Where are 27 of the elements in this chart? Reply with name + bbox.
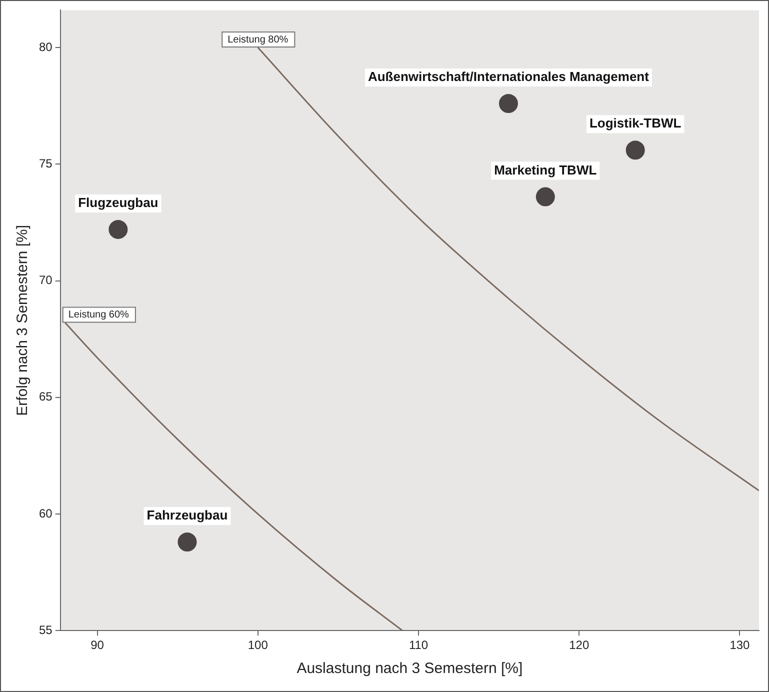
point	[178, 532, 197, 552]
point	[498, 94, 518, 113]
series-label: Flugzeugbau	[78, 195, 158, 210]
series-label: Fahrzeugbau	[146, 508, 228, 523]
x-axis-title: Auslastung nach 3 Semestern [%]	[296, 660, 523, 678]
x-tick-label: 110	[408, 638, 428, 652]
point	[108, 220, 128, 239]
y-tick-label: 55	[38, 622, 53, 637]
series-label: Logistik-TBWL	[589, 116, 682, 131]
line-series	[257, 46, 759, 492]
series-label: Außenwirtschaft/Internationales Management	[368, 69, 650, 84]
point	[626, 140, 645, 160]
x-tick-label: 90	[90, 638, 104, 652]
annotation: Leistung 60%	[68, 309, 130, 320]
line-series	[64, 322, 404, 631]
y-axis-title: Erfolg nach 3 Semestern [%]	[14, 224, 32, 416]
y-tick-label: 65	[38, 390, 53, 404]
x-tick-label: 120	[569, 638, 590, 652]
x-tick-label: 100	[248, 638, 268, 652]
y-tick-label: 70	[38, 273, 53, 288]
annotation: Leistung 80%	[228, 34, 288, 46]
point	[536, 187, 555, 206]
y-tick-label: 80	[38, 40, 53, 54]
y-tick-label: 60	[38, 506, 53, 520]
x-tick-label: 130	[730, 638, 750, 652]
series-label: Marketing TBWL	[494, 162, 597, 178]
y-tick-label: 75	[38, 156, 53, 170]
